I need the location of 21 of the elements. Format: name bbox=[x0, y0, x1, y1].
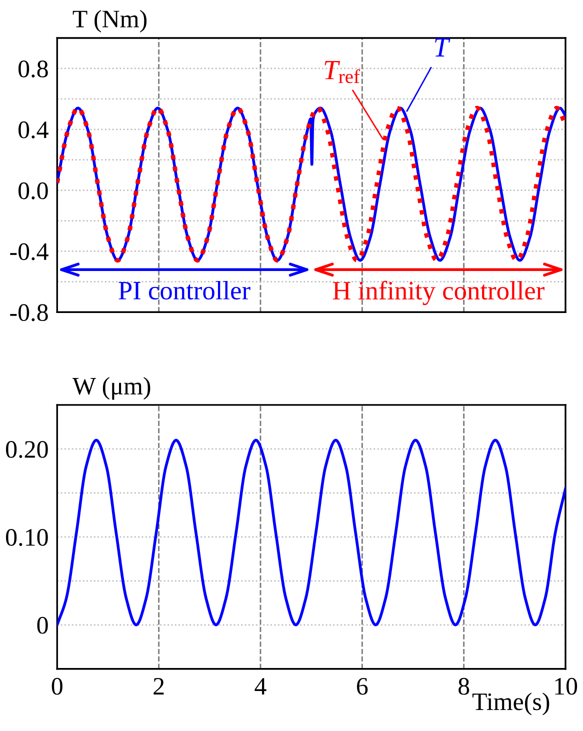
x-axis-title: Time(s) bbox=[472, 692, 550, 716]
x-tick-label: 2 bbox=[154, 678, 164, 695]
x-tick-label: 10 bbox=[555, 678, 578, 695]
y-tick-label: -0.4 bbox=[10, 243, 48, 260]
x-tick-label: 8 bbox=[458, 678, 470, 695]
x-tick-label: 0 bbox=[52, 678, 62, 695]
y-tick-label: 0.10 bbox=[6, 528, 48, 546]
y-axis-title: W (μm) bbox=[72, 377, 150, 400]
annotation: T$_{ref}$ bbox=[324, 60, 360, 84]
x-tick-label: 6 bbox=[356, 678, 368, 695]
x-tick-label: 4 bbox=[254, 678, 266, 695]
y-tick-label: -0.8 bbox=[10, 304, 48, 322]
y-tick-label: 0.20 bbox=[6, 441, 48, 458]
y-tick-label: 0.4 bbox=[18, 121, 48, 138]
annotation: T bbox=[435, 38, 450, 56]
y-axis-title: T (Nm) bbox=[72, 10, 147, 33]
y-tick-label: 0.8 bbox=[18, 60, 48, 78]
annotation: PI controller bbox=[118, 280, 250, 300]
y-tick-label: 0 bbox=[37, 616, 48, 634]
y-tick-label: 0.0 bbox=[18, 182, 48, 200]
annotation: H infinity controller bbox=[332, 280, 544, 306]
